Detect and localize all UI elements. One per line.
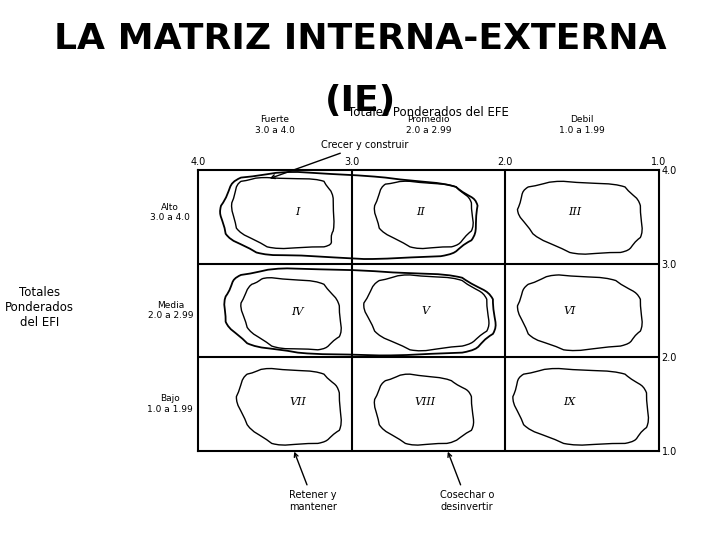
Text: Bajo
1.0 a 1.99: Bajo 1.0 a 1.99 <box>148 394 193 414</box>
Text: VII: VII <box>289 397 306 407</box>
Text: I: I <box>296 207 300 217</box>
Text: Crecer y construir: Crecer y construir <box>271 139 408 179</box>
Text: V: V <box>421 306 429 315</box>
Text: Alto
3.0 a 4.0: Alto 3.0 a 4.0 <box>150 202 190 222</box>
Text: Media
2.0 a 2.99: Media 2.0 a 2.99 <box>148 301 193 320</box>
Text: LA MATRIZ INTERNA-EXTERNA: LA MATRIZ INTERNA-EXTERNA <box>54 22 666 56</box>
Text: IV: IV <box>292 307 304 318</box>
Text: Cosechar o
desinvertir: Cosechar o desinvertir <box>440 453 494 512</box>
Text: VIII: VIII <box>415 397 436 407</box>
Text: VI: VI <box>564 306 576 315</box>
Text: III: III <box>568 207 581 217</box>
Text: Totales
Ponderados
del EFI: Totales Ponderados del EFI <box>5 286 74 329</box>
Text: IX: IX <box>564 397 576 407</box>
Text: Promedio
2.0 a 2.99: Promedio 2.0 a 2.99 <box>405 115 451 134</box>
Text: Debil
1.0 a 1.99: Debil 1.0 a 1.99 <box>559 115 605 134</box>
Text: II: II <box>416 207 425 217</box>
Text: (IE): (IE) <box>325 84 395 118</box>
Text: Retener y
mantener: Retener y mantener <box>289 453 337 512</box>
Text: Fuerte
3.0 a 4.0: Fuerte 3.0 a 4.0 <box>255 115 294 134</box>
Text: Totales Ponderados del EFE: Totales Ponderados del EFE <box>348 106 509 119</box>
